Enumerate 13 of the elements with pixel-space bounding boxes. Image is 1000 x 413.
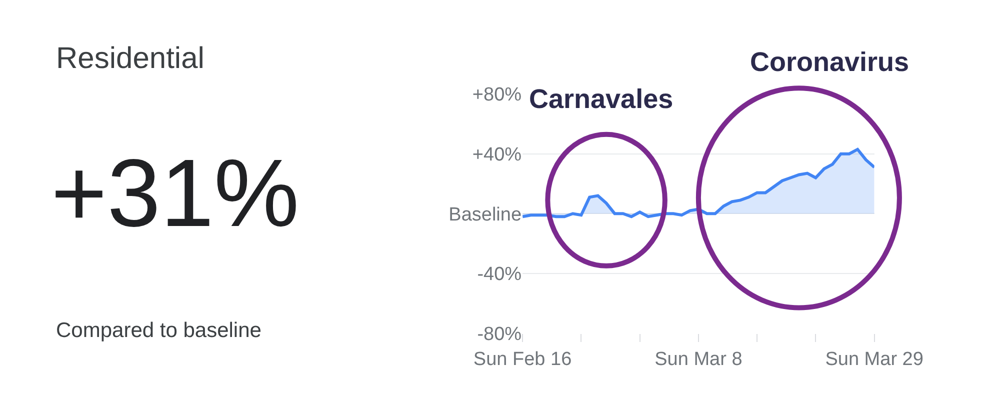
y-tick-label: Baseline (448, 204, 522, 226)
text: Coronavirus (750, 47, 910, 77)
text: Residential (56, 42, 204, 75)
annotation: Carnavales (529, 84, 674, 114)
y-tick-label: +40% (472, 144, 522, 166)
y-tick-label: -80% (477, 324, 522, 345)
text: Compared to baseline (56, 319, 262, 342)
y-tick-label: -40% (477, 264, 522, 286)
x-tick-label: Sun Mar 8 (654, 348, 742, 370)
x-tick-label: Sun Mar 29 (825, 348, 924, 370)
text: +31% (51, 140, 300, 247)
x-tick-label: Sun Feb 16 (473, 348, 572, 370)
y-tick-label: +80% (472, 84, 522, 106)
